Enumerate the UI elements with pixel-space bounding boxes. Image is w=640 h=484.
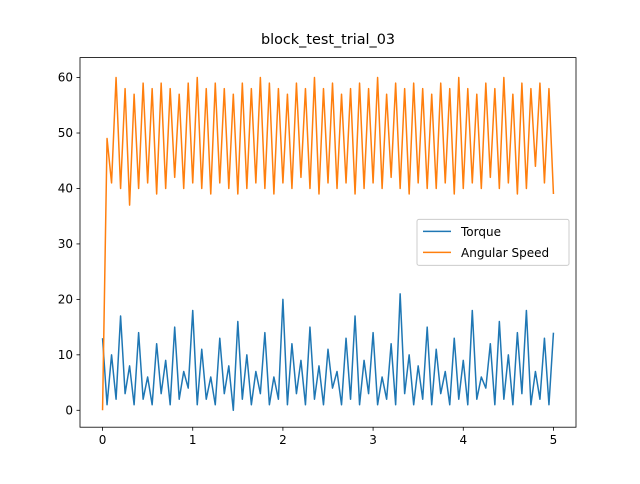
x-tick-label: 1 bbox=[189, 433, 197, 447]
x-tick-label: 0 bbox=[99, 433, 107, 447]
axes-frame bbox=[79, 57, 577, 428]
y-tick-label: 30 bbox=[58, 237, 73, 251]
data-line bbox=[101, 76, 555, 411]
y-tick-label: 60 bbox=[58, 71, 73, 85]
x-tick-label: 5 bbox=[550, 433, 558, 447]
x-tick-label: 4 bbox=[459, 433, 467, 447]
x-tick-label: 2 bbox=[279, 433, 287, 447]
y-tick-label: 10 bbox=[58, 348, 73, 362]
legend: Torque Angular Speed bbox=[416, 218, 570, 266]
y-tick-label: 20 bbox=[58, 292, 73, 306]
y-tick-label: 50 bbox=[58, 126, 73, 140]
legend-box bbox=[416, 218, 570, 266]
legend-label: Angular Speed bbox=[461, 246, 549, 260]
chart-title: block_test_trial_03 bbox=[261, 32, 395, 48]
y-tick-label: 0 bbox=[65, 403, 73, 417]
x-tick-label: 3 bbox=[369, 433, 377, 447]
legend-label: Torque bbox=[460, 225, 501, 239]
data-line bbox=[101, 293, 555, 412]
y-tick-label: 40 bbox=[58, 181, 73, 195]
